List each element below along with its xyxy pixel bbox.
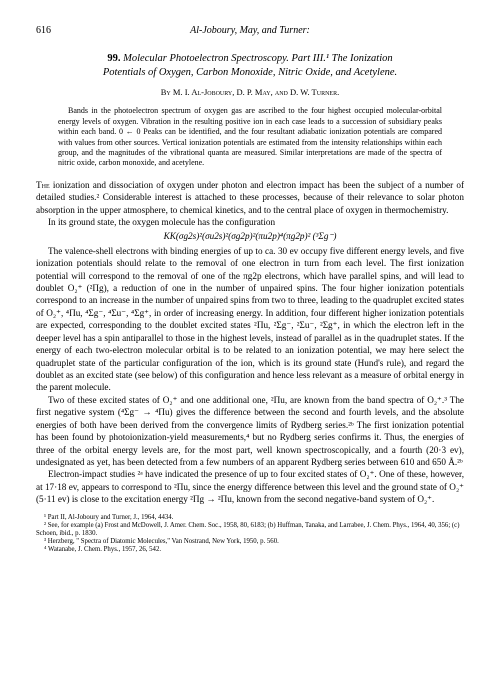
formula: KK(σg2s)²(σu2s)²(σg2p)²(πu2p)⁴(πg2p)² (³…: [36, 230, 464, 242]
title-line-1: Molecular Photoelectron Spectroscopy. Pa…: [123, 53, 392, 64]
page: 616 Al-Joboury, May, and Turner: 99. Mol…: [0, 0, 500, 574]
page-number: 616: [36, 24, 66, 38]
running-head: Al-Joboury, May, and Turner:: [66, 24, 434, 38]
paragraph: The valence-shell electrons with binding…: [36, 245, 464, 394]
paragraph: The ionization and dissociation of oxyge…: [36, 179, 464, 216]
paragraph: In its ground state, the oxygen molecule…: [36, 216, 464, 228]
footnote: ² See, for example (a) Frost and McDowel…: [36, 522, 464, 538]
article-number: 99.: [107, 53, 120, 64]
footnotes: ¹ Part II, Al-Joboury and Turner, J., 19…: [36, 514, 464, 555]
authors: By M. I. Al-Joboury, D. P. May, and D. W…: [36, 87, 464, 98]
body-text: The ionization and dissociation of oxyge…: [36, 179, 464, 506]
article-title: 99. Molecular Photoelectron Spectroscopy…: [52, 52, 448, 81]
footnote: ⁴ Watanabe, J. Chem. Phys., 1957, 26, 54…: [36, 546, 464, 554]
footnote: ¹ Part II, Al-Joboury and Turner, J., 19…: [36, 514, 464, 522]
paragraph: Two of these excited states of O₂⁺ and o…: [36, 394, 464, 469]
footnote: ³ Herzberg, " Spectra of Diatomic Molecu…: [36, 538, 464, 546]
title-line-2: Potentials of Oxygen, Carbon Monoxide, N…: [103, 67, 397, 78]
para1-text: ionization and dissociation of oxygen un…: [36, 180, 464, 215]
page-header: 616 Al-Joboury, May, and Turner:: [36, 24, 464, 38]
abstract-paragraph: Bands in the photoelectron spectrum of o…: [58, 106, 442, 168]
abstract: Bands in the photoelectron spectrum of o…: [58, 106, 442, 168]
paragraph: Electron-impact studies ²ᵃ have indicate…: [36, 468, 464, 505]
